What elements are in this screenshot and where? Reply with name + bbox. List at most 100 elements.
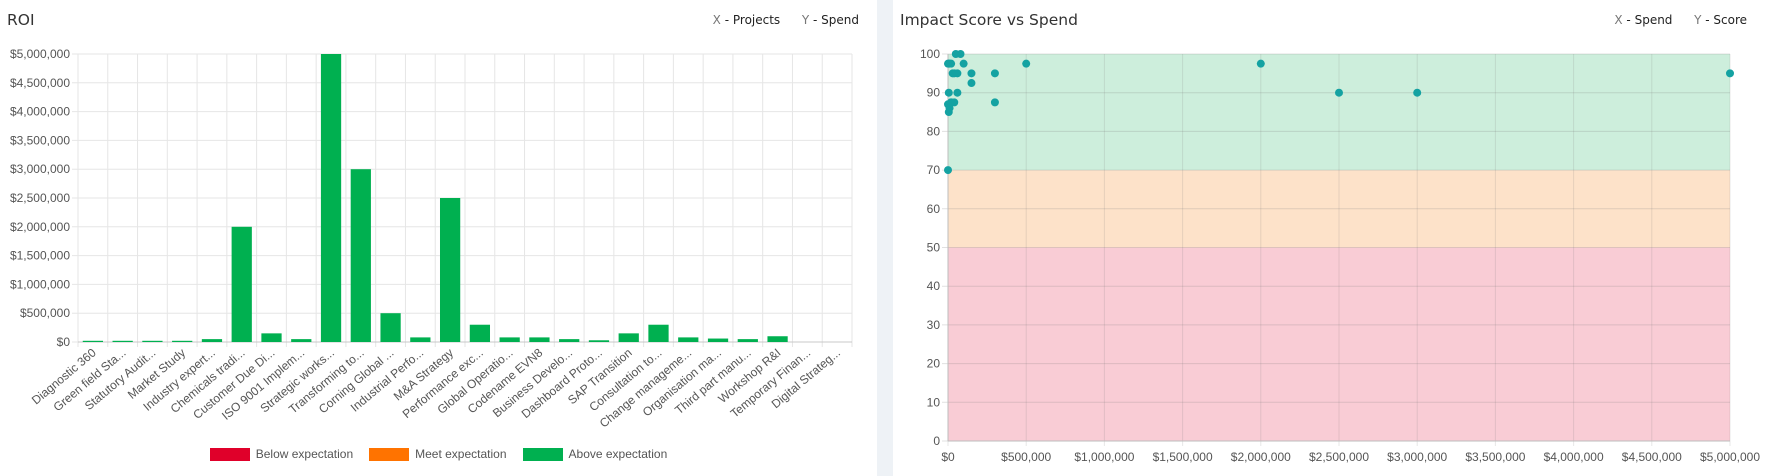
legend-label-above: Above expectation [568, 447, 668, 461]
scatter-point [1022, 59, 1031, 68]
bar [320, 54, 342, 342]
bar [678, 337, 699, 342]
roi-x-label: Projects [732, 13, 781, 27]
y-tick-label: $500,000 [20, 306, 70, 320]
x-tick-label: $500,000 [1001, 450, 1051, 464]
y-tick-label: $5,000,000 [10, 47, 70, 61]
legend-swatch-above [522, 447, 563, 461]
bar [82, 340, 104, 342]
scatter-point [967, 79, 976, 88]
y-tick-label: 100 [920, 47, 940, 61]
roi-axis-key: X - Projects Y - Spend [712, 13, 859, 27]
bar [112, 340, 133, 342]
bar [588, 340, 610, 342]
scatter-point [950, 69, 959, 78]
impact-y-key: Y [1694, 13, 1702, 27]
impact-panel: Impact Score vs Spend X - Spend Y - Scor… [893, 0, 1765, 476]
bar [648, 324, 669, 342]
y-tick-label: $1,000,000 [10, 277, 70, 291]
scatter-point [967, 69, 976, 78]
impact-chart: 0 10 20 30 40 50 60 70 80 90 100 $0 $500,000 $1,000,0… [920, 47, 1760, 464]
x-tick-label: $4,000,000 [1544, 450, 1604, 464]
y-tick-label: 10 [927, 395, 941, 409]
bar [410, 337, 431, 342]
scatter-point [944, 88, 953, 97]
bar [767, 336, 788, 342]
y-tick-label: 30 [927, 318, 941, 332]
bar [261, 333, 282, 342]
y-tick-label: 20 [927, 357, 941, 371]
scatter-point [1335, 88, 1343, 97]
roi-panel: ROI X - Projects Y - Spend $0 $500,000 $1,… [0, 0, 877, 476]
scatter-point [947, 59, 956, 68]
impact-y-label: Score [1713, 13, 1747, 27]
scatter-point [945, 104, 954, 113]
y-tick-label: $0 [57, 335, 71, 349]
score-band [948, 54, 1730, 171]
scatter-point [1726, 69, 1734, 78]
legend-item-below[interactable]: Below expectation [209, 447, 354, 461]
y-tick-label: $1,500,000 [10, 249, 70, 263]
y-tick-label: 70 [927, 163, 941, 177]
scatter-point [953, 88, 962, 97]
bar [350, 169, 371, 342]
x-tick-label: $2,500,000 [1309, 450, 1369, 464]
legend-label-meet: Meet expectation [415, 447, 507, 461]
impact-title: Impact Score vs Spend [900, 11, 1078, 29]
bar [499, 337, 520, 342]
roi-x-key: X [712, 13, 721, 27]
bar [201, 339, 223, 342]
roi-y-key: Y [801, 13, 810, 27]
y-tick-label: $3,500,000 [10, 133, 70, 147]
bar [380, 313, 401, 342]
bar [737, 339, 758, 342]
impact-axis-key: X - Spend Y - Score [1614, 13, 1747, 27]
bar [231, 226, 252, 342]
scatter-point [959, 59, 968, 68]
y-tick-label: $2,000,000 [10, 220, 70, 234]
x-tick-label: $1,500,000 [1153, 450, 1213, 464]
x-tick-label: $4,500,000 [1622, 450, 1682, 464]
bar [618, 333, 639, 342]
x-tick-label: $3,500,000 [1465, 450, 1525, 464]
bar [469, 324, 491, 342]
y-tick-label: 80 [927, 124, 941, 138]
bar [707, 338, 729, 342]
y-tick-label: 50 [927, 241, 941, 255]
roi-legend: Below expectation Meet expectation Above… [0, 447, 877, 461]
y-tick-label: $4,000,000 [10, 105, 70, 119]
legend-swatch-below [209, 447, 250, 461]
x-tick-label: $2,000,000 [1231, 450, 1291, 464]
x-tick-label: $3,000,000 [1387, 450, 1447, 464]
scatter-point [1413, 88, 1422, 97]
bar [291, 339, 312, 342]
roi-chart: $0 $500,000 $1,000,000 $1,500,000 $2,000,000… [10, 47, 853, 430]
roi-y-label: Spend [821, 13, 859, 27]
y-tick-label: $2,500,000 [10, 191, 70, 205]
legend-label-below: Below expectation [255, 447, 354, 461]
legend-item-above[interactable]: Above expectation [522, 447, 668, 461]
bar [439, 198, 461, 342]
y-tick-label: 60 [927, 202, 941, 216]
y-tick-label: $4,500,000 [10, 76, 70, 90]
legend-item-meet[interactable]: Meet expectation [369, 447, 507, 461]
scatter-point [990, 69, 999, 78]
y-tick-label: $3,000,000 [10, 162, 70, 176]
y-tick-label: 40 [927, 279, 941, 293]
x-tick-label: $0 [941, 450, 955, 464]
bar [172, 340, 193, 342]
y-tick-label: 0 [933, 434, 940, 448]
scatter-point [990, 98, 999, 107]
x-tick-label: $1,000,000 [1074, 450, 1134, 464]
scatter-point [956, 50, 965, 58]
legend-swatch-meet [369, 447, 410, 461]
x-tick-label: $5,000,000 [1700, 450, 1760, 464]
score-band [948, 247, 1730, 441]
roi-title: ROI [7, 11, 35, 29]
impact-x-key: X [1614, 13, 1623, 27]
bar [142, 340, 163, 342]
y-tick-label: 90 [927, 86, 941, 100]
score-band [948, 170, 1730, 248]
impact-x-label: Spend [1634, 13, 1673, 27]
bar [559, 339, 580, 342]
